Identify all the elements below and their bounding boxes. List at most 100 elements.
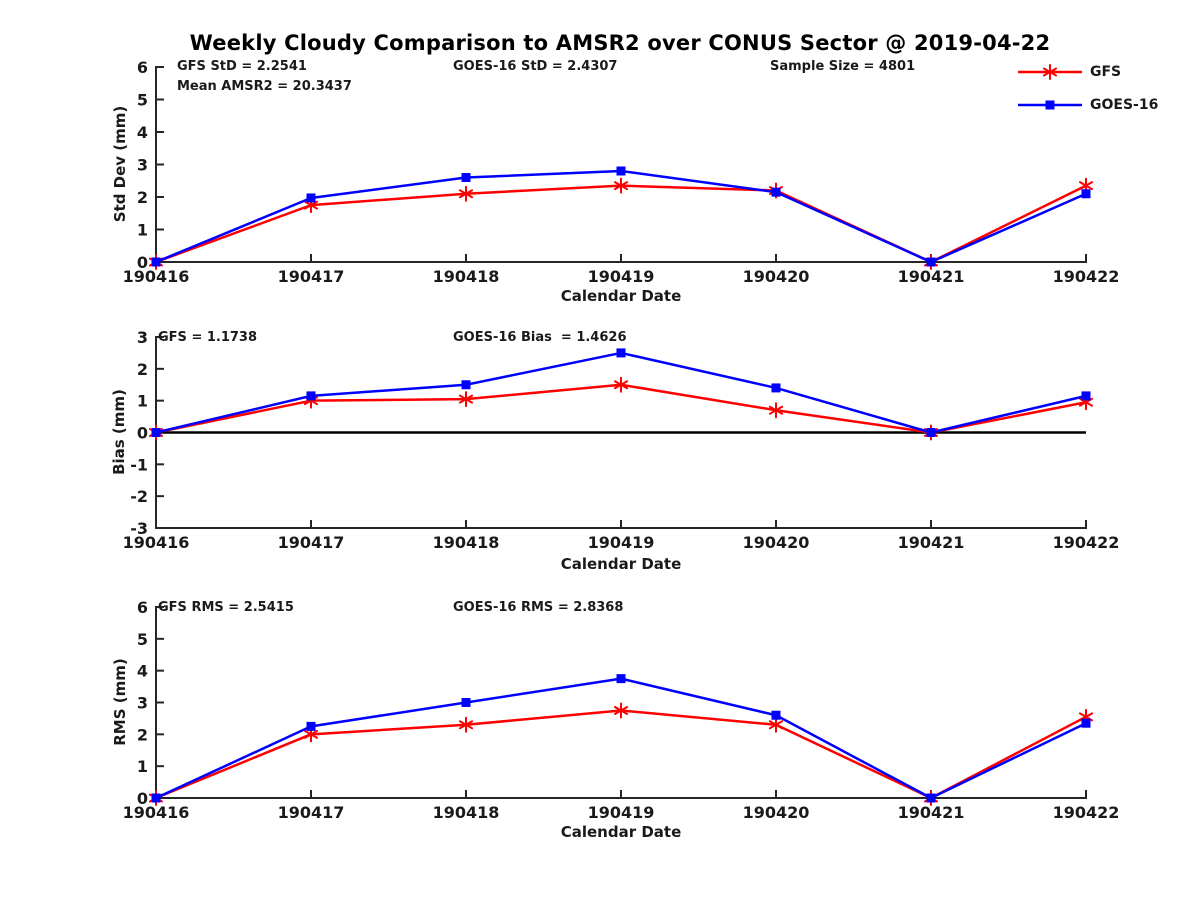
bias-y-tick-label: -2 [130,487,148,506]
bias-y-tick-label: 0 [137,424,148,443]
subplot-rms: 0 1 2 3 4 5 6 190416 190417 190418 190419 190420 190… [123,598,1120,822]
bias-x-axis-label: Calendar Date [560,555,682,573]
bias-goes-16-marker [771,383,781,393]
stddev-y-axis-label: Std Dev (mm) [111,105,129,223]
rms-series-goes-16 [151,674,1091,803]
rms-y-tick-label: 0 [137,789,148,808]
rms-y-tick-label: 6 [137,598,148,617]
stddev-x-tick-label: 190417 [278,267,345,286]
rms-goes-16-marker [461,698,471,707]
bias-x-tick-label: 190417 [278,533,345,552]
rms-y-tick-label: 2 [137,725,148,744]
stddev-y-tick-label: 1 [137,221,148,240]
bias-x-tick-label: 190422 [1053,533,1120,552]
stddev-x-tick-label: 190419 [588,267,655,286]
stddev-goes-16-marker [771,187,781,197]
rms-x-tick-label: 190419 [588,803,655,822]
rms-gfs-line [155,709,1087,800]
bias-goes-16-marker [306,391,316,401]
stddev-y-tick-label: 2 [137,188,148,207]
stddev-x-tick-label: 190422 [1053,267,1120,286]
rms-x-tick-label: 190416 [123,803,190,822]
figure-title: Weekly Cloudy Comparison to AMSR2 over C… [189,31,1051,55]
rms-y-tick-label: 4 [137,662,148,681]
rms-goes-16-marker [926,793,936,803]
legend-label-gfs: GFS [1090,64,1122,80]
subplot-bias: -3 -2 -1 0 1 2 3 190416 190417 190418 190419 190420… [123,328,1120,552]
rms-y-tick-label: 1 [137,757,148,776]
bias-goes-16-marker [461,380,471,390]
rms-y-axis-label: RMS (mm) [111,658,129,746]
rms-goes-16-marker [616,674,626,684]
stddev-x-tick-label: 190416 [123,267,190,286]
stddev-goes-16-marker [1081,189,1091,199]
bias-y-tick-label: 1 [137,392,148,411]
rms-x-tick-label: 190422 [1053,803,1120,822]
rms-x-tick-label: 190418 [433,803,500,822]
stddev-y-tick-label: 4 [137,123,148,142]
bias-annotation-goes16: GOES-16 Bias = 1.4626 [453,330,627,345]
bias-goes-16-marker [1081,391,1091,401]
rms-goes-16-marker [306,721,316,731]
bias-gfs-marker [768,402,784,419]
stddev-gfs-marker [613,177,629,194]
rms-gfs-marker [768,716,784,733]
rms-gfs-marker [458,716,474,733]
rms-annotation-gfs: GFS RMS = 2.5415 [158,600,294,615]
stddev-goes-16-marker [306,193,316,203]
stddev-annotation-samples: Sample Size = 4801 [770,59,916,74]
bias-goes-16-marker [926,428,936,437]
bias-gfs-marker [458,391,474,408]
stddev-annotation-amsr2: Mean AMSR2 = 20.3437 [177,79,352,94]
bias-y-axis-label: Bias (mm) [110,389,128,475]
bias-y-tick-label: 3 [137,328,148,347]
stddev-goes-16-marker [616,166,626,176]
stddev-x-tick-label: 190420 [743,267,810,286]
bias-x-tick-label: 190416 [123,533,190,552]
bias-y-tick-label: 2 [137,360,148,379]
rms-x-tick-label: 190417 [278,803,345,822]
legend-gfs-asterisk-icon [1042,64,1058,80]
bias-series-gfs [148,376,1094,441]
rms-goes-16-marker [151,793,161,803]
bias-x-tick-label: 190418 [433,533,500,552]
bias-annotation-gfs: GFS = 1.1738 [158,330,258,345]
rms-x-tick-label: 190421 [898,803,965,822]
stddev-x-tick-label: 190418 [433,267,500,286]
bias-y-tick-label: -1 [130,455,148,474]
bias-goes-16-marker [151,428,161,437]
stddev-series-goes-16 [151,166,1091,267]
bias-x-tick-label: 190420 [743,533,810,552]
rms-goes-16-marker [1081,718,1091,728]
stddev-y-tick-label: 6 [137,58,148,77]
stddev-y-tick-label: 0 [137,253,148,272]
stddev-goes-16-marker [461,173,471,182]
stddev-y-tick-label: 5 [137,91,148,110]
stddev-goes-16-marker [151,257,161,267]
rms-x-tick-label: 190420 [743,803,810,822]
stddev-gfs-line [155,184,1087,264]
stddev-annotation-goes16: GOES-16 StD = 2.4307 [453,59,618,74]
rms-goes-16-marker [771,710,781,720]
legend-label-goes16: GOES-16 [1090,97,1159,113]
bias-x-tick-label: 190419 [588,533,655,552]
bias-y-tick-label: -3 [130,519,148,538]
rms-annotation-goes16: GOES-16 RMS = 2.8368 [453,600,624,615]
stddev-y-tick-label: 3 [137,156,148,175]
bias-series-goes-16 [151,348,1091,437]
rms-gfs-marker [613,702,629,719]
rms-x-axis-label: Calendar Date [560,823,682,841]
rms-y-tick-label: 5 [137,630,148,649]
stddev-annotation-gfs: GFS StD = 2.2541 [177,59,307,74]
subplot-stddev: 0 1 2 3 4 5 6 190416 190417 190418 190419 190420 190… [123,58,1120,286]
stddev-x-axis-label: Calendar Date [560,287,682,305]
rms-goes-16-line [155,677,1087,800]
bias-x-tick-label: 190421 [898,533,965,552]
legend-goes16-square-icon [1045,100,1055,110]
bias-gfs-marker [613,376,629,393]
stddev-x-tick-label: 190421 [898,267,965,286]
rms-y-tick-label: 3 [137,694,148,713]
stddev-gfs-marker [458,185,474,202]
